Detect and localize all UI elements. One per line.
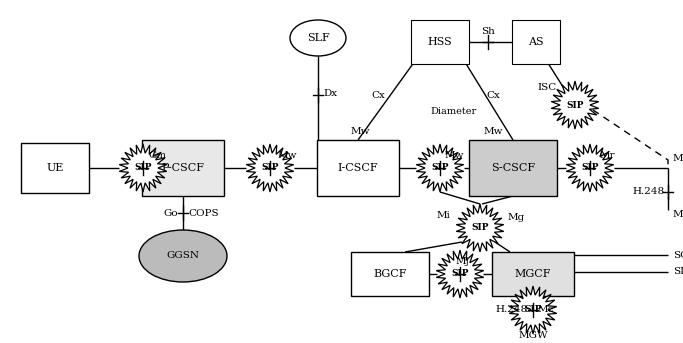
Text: ISC: ISC [538,83,557,92]
Text: Mc: Mc [538,306,555,315]
Text: Mr: Mr [600,151,615,159]
Polygon shape [436,250,484,298]
Polygon shape [510,286,557,334]
Text: S-CSCF: S-CSCF [491,163,535,173]
Text: Dx: Dx [323,88,337,97]
FancyBboxPatch shape [492,252,574,296]
Text: Go: Go [163,209,178,217]
Polygon shape [456,204,504,252]
Polygon shape [247,144,294,192]
Text: Mg: Mg [508,213,525,223]
Text: COPS: COPS [188,209,219,217]
Text: SIP: SIP [566,100,584,109]
Polygon shape [566,144,614,192]
Text: UE: UE [46,163,64,173]
Text: SIP: SIP [262,164,279,173]
Text: Mw: Mw [445,151,464,159]
Ellipse shape [139,230,227,282]
Text: MGCF: MGCF [515,269,551,279]
Text: SIP: SIP [525,306,542,315]
Text: MRFP: MRFP [673,210,683,219]
FancyBboxPatch shape [469,140,557,196]
FancyBboxPatch shape [142,140,224,196]
Text: SLF: SLF [307,33,329,43]
Text: Cx: Cx [486,91,500,99]
Polygon shape [551,81,599,129]
Text: Gm: Gm [148,151,166,159]
Text: HSS: HSS [428,37,452,47]
Text: SIP: SIP [471,224,489,233]
Text: MRFC: MRFC [673,154,683,163]
Text: Mj: Mj [455,258,469,267]
Text: Mi: Mi [436,211,450,220]
Text: P-CSCF: P-CSCF [161,163,204,173]
Text: BGCF: BGCF [373,269,407,279]
FancyBboxPatch shape [351,252,429,296]
Text: Mw: Mw [350,128,370,137]
FancyBboxPatch shape [21,143,89,193]
Text: Mw: Mw [278,151,298,159]
Text: Diameter: Diameter [430,107,476,117]
Text: SIP: SIP [431,164,449,173]
Text: AS: AS [528,37,544,47]
Text: Sh: Sh [481,27,495,36]
Text: SIP: SIP [451,270,469,279]
Ellipse shape [290,20,346,56]
Polygon shape [416,144,464,192]
Text: SIP-ISUP: SIP-ISUP [673,268,683,276]
Text: MGW: MGW [518,331,548,340]
Text: I-CSCF: I-CSCF [337,163,378,173]
Text: H.248: H.248 [496,306,528,315]
Text: GGSN: GGSN [167,251,199,260]
Text: SIP: SIP [581,164,599,173]
Text: SIP: SIP [135,164,152,173]
Polygon shape [120,144,167,192]
Text: Cx: Cx [371,91,385,99]
Text: SGW: SGW [673,250,683,260]
FancyBboxPatch shape [317,140,399,196]
Text: Mw: Mw [484,128,503,137]
Text: H.248: H.248 [633,188,665,197]
